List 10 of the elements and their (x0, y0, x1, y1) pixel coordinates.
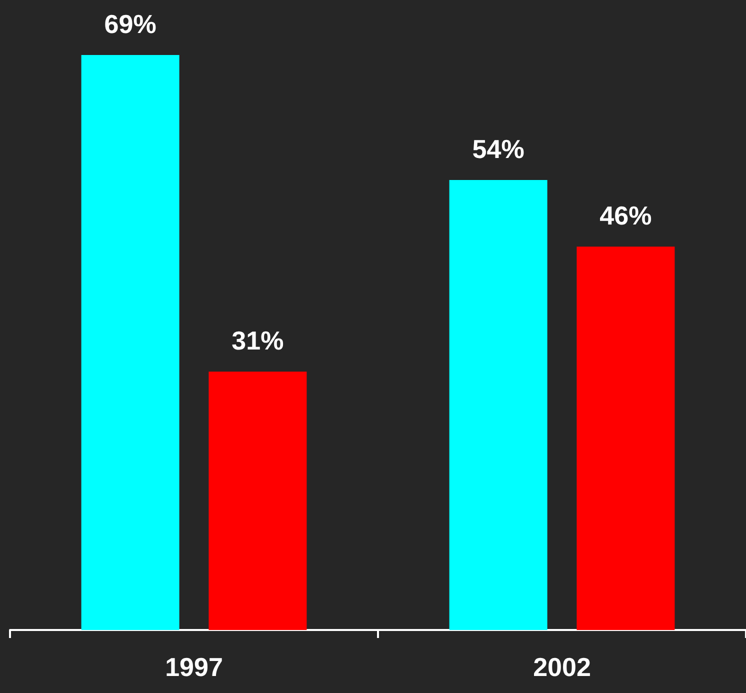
bar (449, 180, 548, 630)
data-label: 54% (472, 134, 524, 164)
x-tick-label: 2002 (533, 652, 591, 682)
bar (576, 246, 675, 630)
data-label: 31% (232, 326, 284, 356)
bar (81, 55, 180, 630)
data-label: 46% (600, 200, 652, 231)
bar (208, 372, 307, 630)
data-label: 69% (104, 9, 156, 39)
x-tick-label: 1997 (165, 652, 223, 682)
